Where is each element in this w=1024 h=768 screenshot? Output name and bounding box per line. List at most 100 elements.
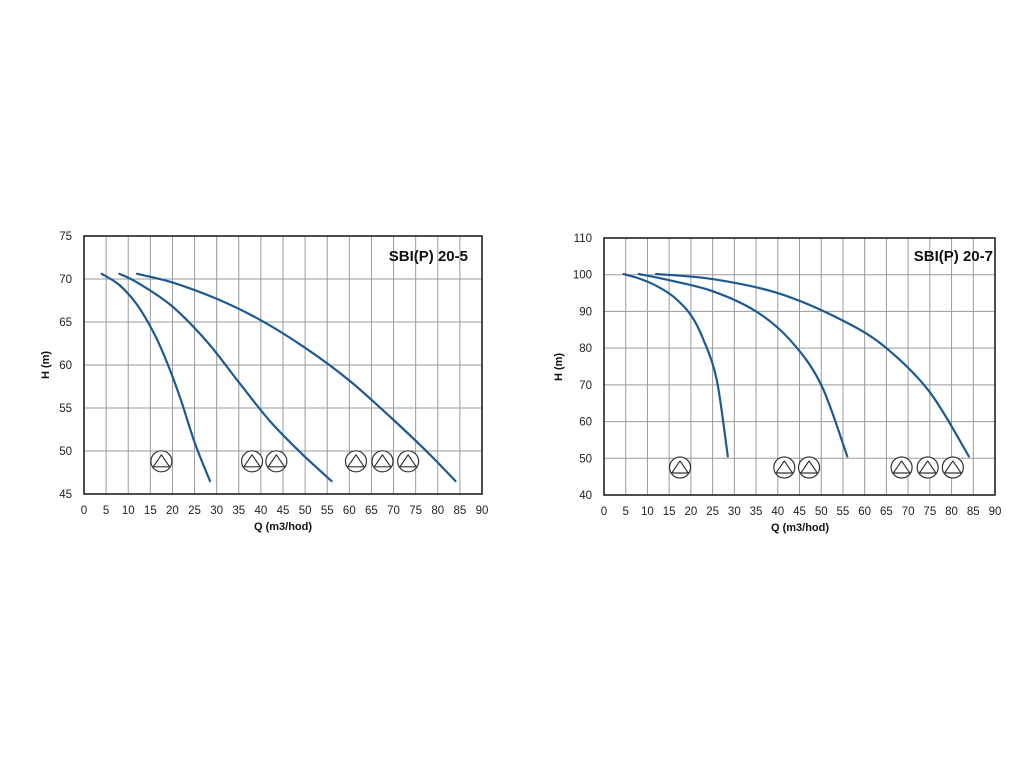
x-tick-label: 65 [365, 505, 378, 517]
circle-triangle-icon [150, 450, 173, 473]
x-tick-label: 65 [880, 506, 893, 518]
x-tick-label: 0 [601, 506, 607, 518]
marker-circle [371, 450, 394, 473]
pump-curve-3 [136, 272, 457, 483]
circle-triangle-icon [371, 450, 394, 473]
x-tick-label: 0 [81, 505, 87, 517]
x-tick-label: 80 [945, 506, 958, 518]
y-axis-title: H (m) [40, 351, 52, 379]
x-tick-label: 30 [728, 506, 741, 518]
marker-circle [265, 450, 288, 473]
x-tick-label: 70 [902, 506, 915, 518]
marker-triangle [267, 454, 286, 468]
x-tick-label: 85 [967, 506, 980, 518]
x-tick-label: 90 [476, 505, 489, 517]
y-tick-label: 45 [59, 489, 72, 501]
x-tick-labels: 0 5 10 15 20 25 30 35 40 45 50 55 60 65 70 75 80 85 90 [81, 505, 489, 517]
x-tick-label: 55 [837, 506, 850, 518]
marker-triangle [892, 460, 911, 474]
y-tick-label: 50 [59, 446, 72, 458]
circle-triangle-icon [668, 456, 692, 479]
y-tick-label: 70 [579, 380, 592, 392]
x-tick-labels: 0 5 10 15 20 25 30 35 40 45 50 55 60 65 70 75 80 85 90 [601, 506, 1002, 518]
chart-curves [622, 272, 970, 458]
marker-circle [240, 450, 264, 473]
circle-triangle-icon [797, 456, 821, 479]
chart-title: SBI(P) 20-5 [389, 248, 468, 265]
x-tick-label: 50 [815, 506, 828, 518]
marker-triangle [918, 460, 937, 474]
pump-curve-3 [655, 272, 970, 458]
marker-circle [150, 450, 173, 473]
x-tick-label: 60 [858, 506, 871, 518]
marker-circle [941, 456, 964, 479]
y-tick-label: 50 [579, 453, 592, 465]
chart-sbi-20-5: 0 5 10 15 20 25 30 35 40 45 50 55 60 65 70 75 80 85 90 45 5… [40, 231, 488, 533]
x-tick-label: 75 [409, 505, 422, 517]
y-tick-label: 80 [579, 343, 592, 355]
x-tick-label: 40 [771, 506, 784, 518]
marker-triangle [347, 454, 365, 468]
x-tick-label: 45 [277, 505, 290, 517]
x-tick-label: 20 [166, 505, 179, 517]
x-tick-label: 35 [232, 505, 245, 517]
x-tick-label: 75 [923, 506, 936, 518]
x-tick-label: 80 [431, 505, 444, 517]
circle-triangle-icon [344, 450, 368, 473]
pump-curve-1 [100, 272, 212, 483]
chart-markers [668, 456, 964, 479]
x-tick-label: 15 [144, 505, 157, 517]
marker-circle [344, 450, 368, 473]
marker-triangle [399, 454, 417, 468]
x-tick-label: 15 [663, 506, 676, 518]
chart-sbi-20-7: 0 5 10 15 20 25 30 35 40 45 50 55 60 65 70 75 80 85 90 40 5… [553, 233, 1001, 534]
circle-triangle-icon [941, 456, 964, 479]
y-tick-label: 70 [59, 274, 72, 286]
x-tick-label: 5 [623, 506, 629, 518]
x-tick-label: 5 [103, 505, 109, 517]
x-tick-label: 35 [750, 506, 763, 518]
circle-triangle-icon [773, 456, 796, 479]
circle-triangle-icon [240, 450, 264, 473]
x-tick-label: 10 [122, 505, 135, 517]
marker-triangle [243, 454, 261, 468]
circle-triangle-icon [916, 456, 939, 479]
x-tick-label: 20 [684, 506, 697, 518]
y-tick-label: 110 [574, 233, 592, 245]
y-tick-labels: 45 50 55 60 65 70 75 [59, 231, 72, 501]
x-tick-label: 50 [299, 505, 312, 517]
y-tick-label: 65 [59, 317, 72, 329]
marker-triangle [373, 454, 392, 468]
chart-markers [150, 450, 420, 473]
plot-frame [603, 237, 996, 496]
x-tick-label: 90 [989, 506, 1002, 518]
x-tick-label: 25 [188, 505, 201, 517]
x-tick-label: 30 [210, 505, 223, 517]
x-axis-title: Q (m3/hod) [254, 521, 312, 533]
marker-circle [668, 456, 692, 479]
y-tick-label: 90 [579, 306, 592, 318]
marker-triangle [671, 460, 689, 474]
x-tick-label: 85 [453, 505, 466, 517]
marker-triangle [944, 460, 962, 474]
x-tick-label: 55 [321, 505, 334, 517]
y-tick-label: 60 [59, 360, 72, 372]
chart-title: SBI(P) 20-7 [914, 248, 993, 265]
chart-grid [604, 238, 995, 495]
marker-triangle [800, 460, 818, 474]
x-tick-label: 40 [254, 505, 267, 517]
y-axis-title: H (m) [553, 353, 565, 381]
pump-curve-2 [118, 272, 333, 483]
chart-curves [100, 272, 457, 483]
marker-circle [773, 456, 796, 479]
marker-circle [397, 450, 420, 473]
circle-triangle-icon [397, 450, 420, 473]
plot-frame [83, 235, 483, 495]
x-axis-title: Q (m3/hod) [771, 522, 829, 534]
x-tick-label: 10 [641, 506, 654, 518]
x-tick-label: 45 [793, 506, 806, 518]
y-tick-label: 75 [59, 231, 72, 243]
circle-triangle-icon [265, 450, 288, 473]
y-tick-label: 40 [579, 490, 592, 502]
